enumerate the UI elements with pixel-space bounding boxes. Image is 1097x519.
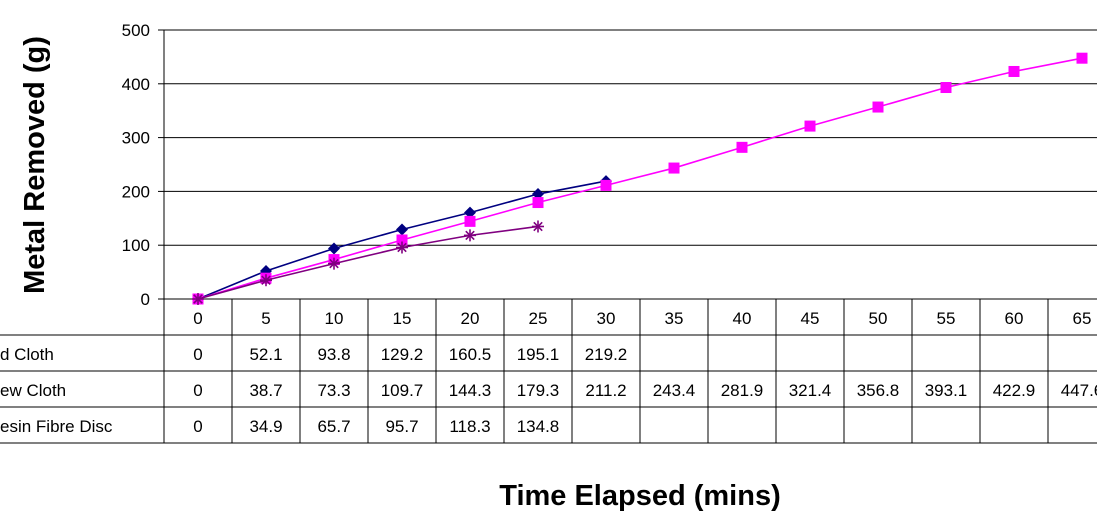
table-cell-value: 129.2 xyxy=(381,345,424,364)
x-tick-label: 55 xyxy=(937,309,956,328)
data-point-square xyxy=(804,120,816,132)
table-cell-value: 109.7 xyxy=(381,381,424,400)
table-cell-value: 321.4 xyxy=(789,381,832,400)
data-point-asterisk xyxy=(328,257,340,270)
y-tick-label: 200 xyxy=(122,182,150,201)
table-cell-value: 160.5 xyxy=(449,345,492,364)
data-point-diamond xyxy=(328,242,340,255)
x-tick-label: 10 xyxy=(325,309,344,328)
x-tick-label: 20 xyxy=(461,309,480,328)
table-cell-value: 356.8 xyxy=(857,381,900,400)
table-cell-value: 0 xyxy=(193,417,202,436)
data-point-asterisk xyxy=(532,220,544,233)
series-line xyxy=(197,57,1083,300)
plot-area xyxy=(192,52,1088,305)
data-point-square xyxy=(940,82,952,94)
legend-series-name: esin Fibre Disc xyxy=(0,417,113,436)
x-tick-label: 0 xyxy=(193,309,202,328)
y-axis-title: Metal Removed (g) xyxy=(19,36,51,294)
table-cell-value: 95.7 xyxy=(385,417,418,436)
table-cell-value: 134.8 xyxy=(517,417,560,436)
data-point-asterisk xyxy=(396,241,408,254)
data-point-square xyxy=(532,197,544,209)
series-line xyxy=(197,225,539,300)
table-cell-value: 65.7 xyxy=(317,417,350,436)
x-tick-label: 65 xyxy=(1073,309,1092,328)
x-tick-label: 60 xyxy=(1005,309,1024,328)
table-cell-value: 52.1 xyxy=(249,345,282,364)
table-cell-value: 0 xyxy=(193,381,202,400)
data-point-square xyxy=(600,179,612,191)
data-point-square xyxy=(736,141,748,153)
table-cell-value: 393.1 xyxy=(925,381,968,400)
table-cell-value: 422.9 xyxy=(993,381,1036,400)
x-tick-label: 15 xyxy=(393,309,412,328)
data-point-asterisk xyxy=(260,274,272,287)
table-cell-value: 243.4 xyxy=(653,381,696,400)
data-point-square xyxy=(396,234,408,246)
y-tick-label: 500 xyxy=(122,21,150,40)
legend-series-name: d Cloth xyxy=(0,345,54,364)
table-cell-value: 144.3 xyxy=(449,381,492,400)
x-tick-label: 35 xyxy=(665,309,684,328)
x-tick-label: 50 xyxy=(869,309,888,328)
data-point-diamond xyxy=(532,188,544,201)
x-tick-label: 40 xyxy=(733,309,752,328)
y-tick-label: 100 xyxy=(122,236,150,255)
x-tick-label: 45 xyxy=(801,309,820,328)
data-point-square xyxy=(464,215,476,227)
data-point-square xyxy=(1076,52,1088,64)
x-tick-label: 30 xyxy=(597,309,616,328)
data-point-square xyxy=(668,162,680,174)
data-point-asterisk xyxy=(464,229,476,242)
table-cell-value: 73.3 xyxy=(317,381,350,400)
data-point-asterisk xyxy=(192,293,204,305)
y-tick-labels: 0 100 200 300 400 500 xyxy=(122,21,150,309)
table-cell-value: 281.9 xyxy=(721,381,764,400)
table-cell-value: 38.7 xyxy=(249,381,282,400)
table-cell-value: 0 xyxy=(193,345,202,364)
y-tick-label: 0 xyxy=(141,290,150,309)
data-point-square xyxy=(1008,65,1020,77)
x-tick-label: 25 xyxy=(529,309,548,328)
data-point-diamond xyxy=(396,223,408,236)
table-cell-value: 447.6 xyxy=(1061,381,1097,400)
gridlines xyxy=(158,29,1097,300)
table-cell-value: 219.2 xyxy=(585,345,628,364)
legend-series-name: ew Cloth xyxy=(0,381,66,400)
table-cell-value: 118.3 xyxy=(449,417,490,436)
data-table: 0 5 10 15 20 25 30 35 40 45 50 55 60 65 d Cloth 0 52.1 93… xyxy=(0,299,1097,444)
table-cell-value: 34.9 xyxy=(249,417,282,436)
table-cell-value: 195.1 xyxy=(517,345,560,364)
data-point-square xyxy=(872,101,884,113)
y-tick-label: 300 xyxy=(122,129,150,148)
y-tick-label: 400 xyxy=(122,75,150,94)
table-cell-value: 211.2 xyxy=(585,381,626,400)
table-cell-value: 179.3 xyxy=(517,381,560,400)
x-axis-title: Time Elapsed (mins) xyxy=(499,480,781,512)
table-cell-value: 93.8 xyxy=(317,345,350,364)
x-tick-label: 5 xyxy=(261,309,270,328)
data-point-diamond xyxy=(464,206,476,219)
